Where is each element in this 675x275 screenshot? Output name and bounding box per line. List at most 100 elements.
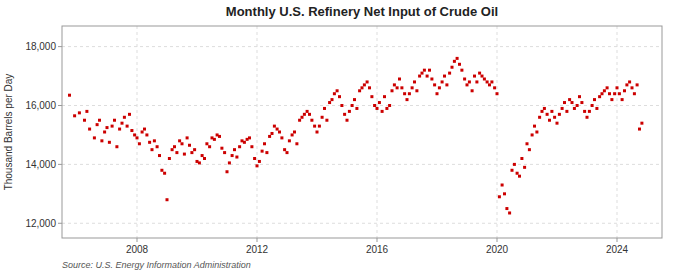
point — [298, 119, 301, 122]
x-grid-line — [617, 26, 618, 238]
point — [103, 131, 106, 134]
point — [421, 72, 424, 75]
point — [156, 145, 159, 148]
point — [291, 133, 294, 136]
point — [231, 154, 234, 157]
point — [208, 145, 211, 148]
point — [183, 153, 186, 156]
point — [443, 75, 446, 78]
y-tick — [58, 105, 62, 106]
point — [316, 131, 319, 134]
point — [571, 101, 574, 104]
point — [340, 104, 343, 107]
point — [96, 123, 99, 126]
point — [573, 107, 576, 110]
point — [323, 107, 326, 110]
point — [173, 145, 176, 148]
point — [580, 101, 583, 104]
point — [100, 139, 103, 142]
point — [533, 125, 536, 128]
x-tick-label: 2024 — [606, 244, 629, 255]
point — [98, 119, 101, 122]
point — [603, 89, 606, 92]
point — [486, 80, 489, 83]
point — [128, 113, 131, 116]
point — [628, 80, 631, 83]
y-tick — [58, 46, 62, 47]
point — [331, 98, 334, 101]
point — [333, 92, 336, 95]
point — [430, 78, 433, 81]
point — [636, 83, 639, 86]
point — [543, 107, 546, 110]
point — [423, 69, 426, 72]
x-grid-line — [257, 26, 258, 238]
point — [598, 95, 601, 98]
point — [520, 157, 523, 160]
point — [535, 131, 538, 134]
point — [483, 78, 486, 81]
point — [160, 169, 163, 172]
point — [456, 57, 459, 60]
point — [493, 86, 496, 89]
point — [616, 86, 619, 89]
point — [358, 89, 361, 92]
point — [526, 142, 529, 145]
x-grid-line — [137, 26, 138, 238]
point — [253, 157, 256, 160]
point — [178, 139, 181, 142]
y-tick-label: 16,000 — [25, 100, 56, 111]
point — [556, 122, 559, 125]
point — [175, 151, 178, 154]
point — [400, 86, 403, 89]
point — [138, 142, 141, 145]
point — [406, 98, 409, 101]
point — [186, 136, 189, 139]
point — [336, 89, 339, 92]
point — [546, 113, 549, 116]
point — [613, 92, 616, 95]
point — [481, 75, 484, 78]
point — [463, 78, 466, 81]
point — [256, 164, 259, 167]
point — [343, 113, 346, 116]
point — [418, 75, 421, 78]
y-grid-line — [62, 46, 662, 47]
point — [568, 98, 571, 101]
point — [203, 157, 206, 160]
annotation: Source: U.S. Energy Information Administ… — [62, 260, 251, 270]
point — [136, 136, 139, 139]
point — [288, 139, 291, 142]
point — [130, 129, 133, 132]
point — [625, 83, 628, 86]
point — [126, 125, 129, 128]
point — [498, 195, 501, 198]
point — [368, 86, 371, 89]
point — [606, 86, 609, 89]
point — [265, 151, 268, 154]
point — [363, 83, 366, 86]
point — [618, 92, 621, 95]
point — [505, 207, 508, 210]
y-tick-label: 12,000 — [25, 218, 56, 229]
point — [278, 131, 281, 134]
x-tick — [257, 238, 258, 242]
y-axis-label: Thousand Barrels per Day — [3, 74, 14, 191]
point — [233, 148, 236, 151]
point — [346, 119, 349, 122]
point — [550, 110, 553, 113]
x-tick-label: 2016 — [366, 244, 389, 255]
point — [445, 83, 448, 86]
point — [68, 94, 71, 97]
x-tick — [617, 238, 618, 242]
point — [466, 83, 469, 86]
point — [166, 198, 169, 201]
point — [631, 86, 634, 89]
title: Monthly U.S. Refinery Net Input of Crude… — [226, 4, 498, 19]
point — [426, 75, 429, 78]
point — [201, 154, 204, 157]
point — [283, 148, 286, 151]
point — [85, 110, 88, 113]
point — [328, 101, 331, 104]
x-tick-label: 2020 — [486, 244, 509, 255]
